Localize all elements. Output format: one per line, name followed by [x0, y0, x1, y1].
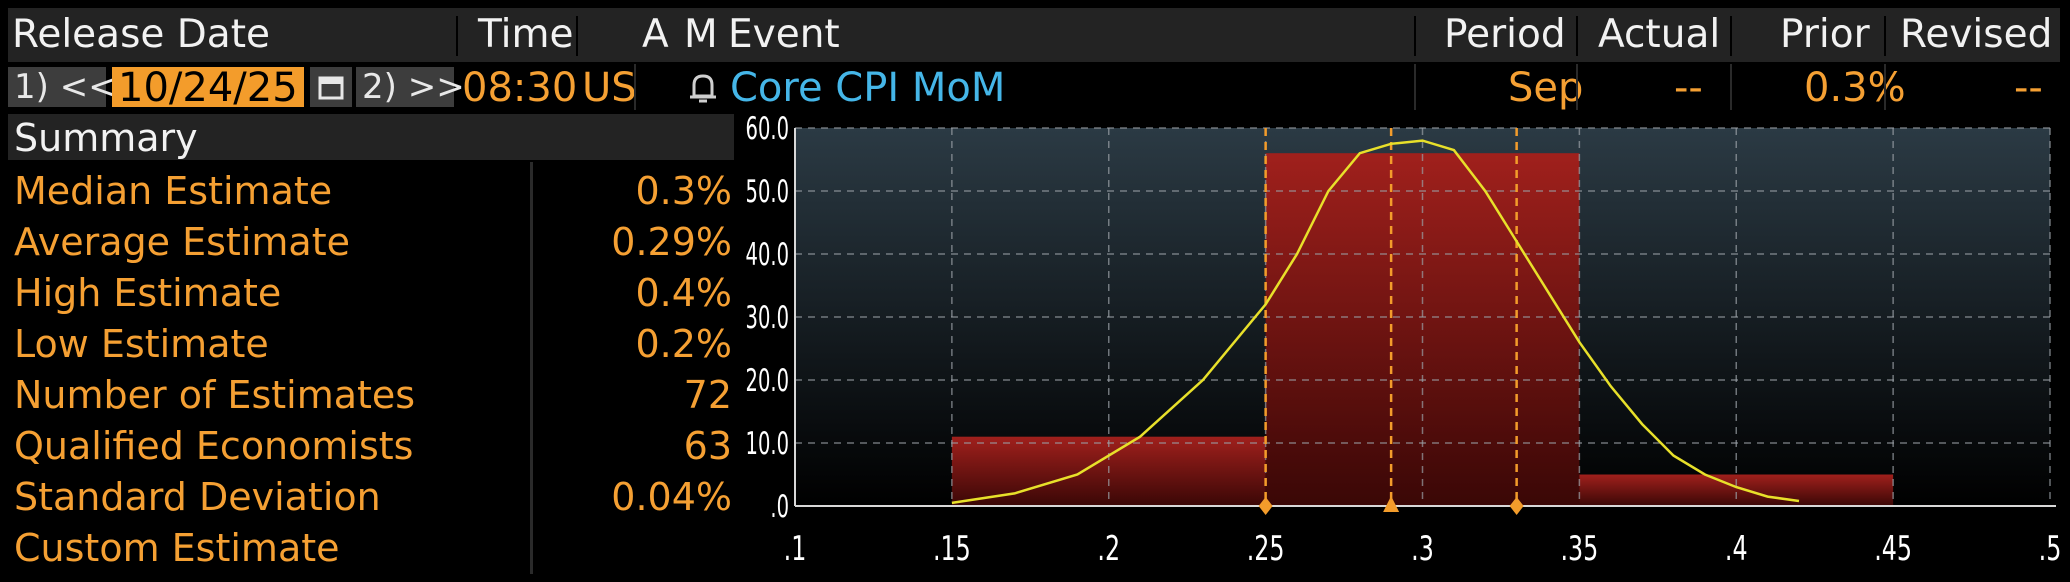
period-value: Sep: [1508, 65, 1584, 111]
summary-label: Qualified Economists: [14, 424, 414, 468]
y-tick-label: 20.0: [746, 363, 789, 399]
header-prior[interactable]: Prior: [1780, 12, 1870, 57]
estimate-distribution-chart: .0 10.0 20.0 30.0 40.0 50.0 60.0 .1 .15 .2 .25 .3 .3…: [746, 112, 2060, 568]
bell-icon[interactable]: [684, 68, 722, 110]
prior-value: 0.3%: [1804, 65, 1906, 111]
summary-label: Average Estimate: [14, 220, 350, 264]
summary-row: High Estimate 0.4%: [8, 268, 734, 318]
x-tick-label: .35: [1560, 529, 1598, 568]
summary-label: Standard Deviation: [14, 475, 381, 519]
summary-label: Number of Estimates: [14, 373, 416, 417]
diamond-marker: [1509, 497, 1524, 515]
header-actual[interactable]: Actual: [1598, 12, 1721, 57]
event-name-link[interactable]: Core CPI MoM: [730, 65, 1006, 111]
summary-value: 0.29%: [611, 220, 732, 264]
y-tick-label: 50.0: [746, 174, 789, 210]
summary-row: Qualified Economists 63: [8, 421, 734, 471]
summary-value: 72: [683, 373, 732, 417]
x-tick-label: .1: [784, 529, 807, 568]
x-tick-label: .45: [1874, 529, 1912, 568]
summary-value: 63: [683, 424, 732, 468]
diamond-marker: [1258, 497, 1273, 515]
summary-value: 0.2%: [635, 322, 732, 366]
summary-label: Custom Estimate: [14, 526, 340, 570]
header-m[interactable]: M: [684, 12, 718, 57]
header-time[interactable]: Time: [478, 12, 574, 57]
summary-row: Median Estimate 0.3%: [8, 166, 734, 216]
actual-value: --: [1674, 65, 1703, 111]
x-tick-label: .3: [1411, 529, 1434, 568]
summary-row: Average Estimate 0.29%: [8, 217, 734, 267]
summary-label: Low Estimate: [14, 322, 269, 366]
x-tick-label: .2: [1097, 529, 1120, 568]
summary-value: 0.04%: [611, 475, 732, 519]
release-time: 08:30: [462, 65, 578, 111]
summary-value: 0.4%: [635, 271, 732, 315]
median-triangle-marker: [1383, 496, 1400, 512]
calendar-icon[interactable]: [310, 67, 352, 107]
release-date-field[interactable]: 10/24/25: [112, 67, 304, 109]
column-header-row: Release Date Time A M Event Period Actua…: [8, 8, 2060, 62]
y-tick-label: .0: [770, 489, 789, 525]
header-period[interactable]: Period: [1444, 12, 1566, 57]
y-tick-label: 40.0: [746, 237, 789, 273]
y-tick-label: 30.0: [746, 300, 789, 336]
summary-label: High Estimate: [14, 271, 282, 315]
distribution-curve: [951, 139, 1800, 505]
summary-row: Number of Estimates 72: [8, 370, 734, 420]
header-a[interactable]: A: [642, 12, 669, 57]
summary-row: Low Estimate 0.2%: [8, 319, 734, 369]
header-revised[interactable]: Revised: [1900, 12, 2053, 57]
previous-date-button[interactable]: 1) <<: [8, 67, 117, 107]
x-tick-label: .15: [933, 529, 971, 568]
summary-row: Custom Estimate: [8, 523, 734, 573]
y-tick-label: 60.0: [746, 112, 789, 147]
header-release-date[interactable]: Release Date: [12, 12, 270, 57]
summary-header: Summary: [8, 114, 734, 160]
revised-value: --: [2014, 65, 2043, 111]
x-tick-label: .4: [1725, 529, 1748, 568]
y-tick-label: 10.0: [746, 426, 789, 462]
x-tick-label: .5: [2039, 529, 2060, 568]
next-date-button[interactable]: 2) >>: [356, 67, 465, 107]
release-region: US: [582, 65, 637, 111]
summary-value: 0.3%: [635, 169, 732, 213]
release-row: 1) << 10/24/25 2) >> 08:30 US Core CPI M…: [8, 64, 2060, 111]
x-tick-label: .25: [1247, 529, 1285, 568]
summary-row: Standard Deviation 0.04%: [8, 472, 734, 522]
summary-label: Median Estimate: [14, 169, 333, 213]
header-event[interactable]: Event: [728, 12, 840, 57]
